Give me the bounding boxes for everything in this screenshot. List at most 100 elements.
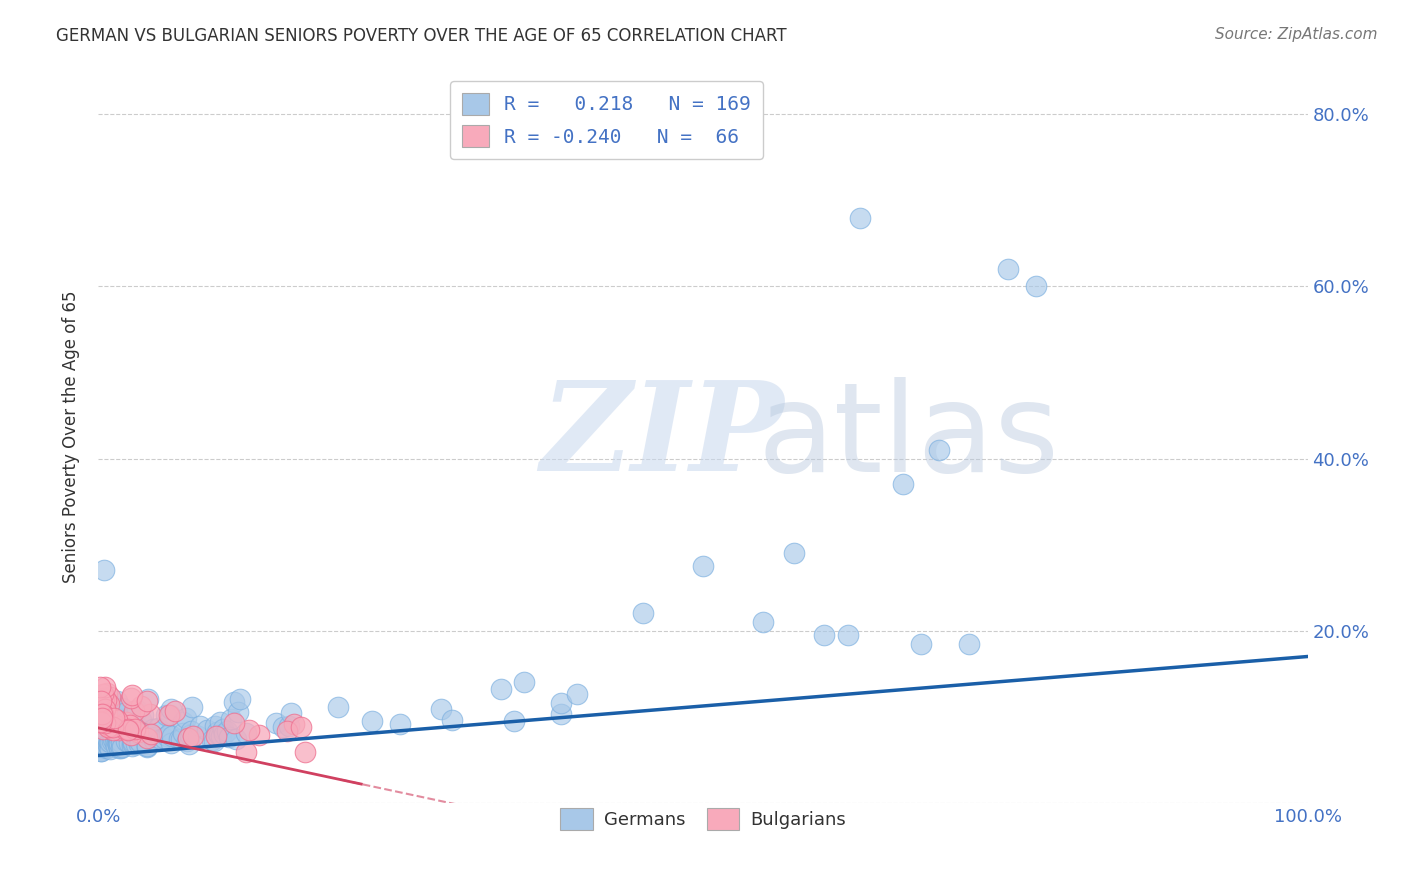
- Point: [928, 442, 950, 457]
- Point: [97, 720, 120, 734]
- Point: [107, 718, 129, 732]
- Point: [181, 699, 204, 714]
- Point: [98, 734, 121, 748]
- Point: [121, 736, 143, 750]
- Point: [112, 706, 135, 720]
- Point: [283, 717, 305, 731]
- Point: [100, 721, 122, 735]
- Point: [204, 719, 226, 733]
- Point: [90, 702, 112, 716]
- Point: [1024, 279, 1046, 293]
- Point: [118, 735, 141, 749]
- Point: [389, 716, 412, 731]
- Point: [101, 727, 124, 741]
- Point: [128, 722, 150, 736]
- Point: [103, 711, 125, 725]
- Point: [93, 713, 115, 727]
- Point: [91, 687, 114, 701]
- Point: [91, 706, 114, 721]
- Legend: Germans, Bulgarians: Germans, Bulgarians: [553, 801, 853, 838]
- Point: [271, 720, 294, 734]
- Point: [105, 713, 128, 727]
- Point: [238, 723, 260, 738]
- Point: [108, 723, 131, 737]
- Point: [93, 732, 115, 747]
- Point: [145, 730, 167, 744]
- Point: [122, 734, 145, 748]
- Point: [430, 702, 453, 716]
- Point: [91, 731, 114, 745]
- Point: [169, 732, 191, 747]
- Point: [114, 734, 136, 748]
- Point: [89, 707, 111, 722]
- Point: [97, 720, 120, 734]
- Point: [100, 734, 122, 748]
- Point: [108, 737, 131, 751]
- Point: [174, 711, 197, 725]
- Point: [101, 720, 124, 734]
- Point: [105, 731, 128, 745]
- Point: [91, 722, 114, 736]
- Point: [222, 716, 245, 731]
- Point: [97, 738, 120, 752]
- Point: [104, 712, 127, 726]
- Point: [91, 740, 114, 755]
- Point: [107, 737, 129, 751]
- Point: [208, 714, 231, 729]
- Text: Source: ZipAtlas.com: Source: ZipAtlas.com: [1215, 27, 1378, 42]
- Point: [107, 731, 129, 746]
- Point: [104, 736, 127, 750]
- Point: [115, 723, 138, 737]
- Point: [89, 699, 111, 714]
- Point: [910, 637, 932, 651]
- Point: [181, 729, 204, 743]
- Point: [93, 714, 115, 729]
- Point: [155, 708, 177, 723]
- Point: [125, 727, 148, 741]
- Point: [631, 607, 654, 621]
- Point: [90, 711, 112, 725]
- Point: [125, 722, 148, 736]
- Point: [96, 740, 118, 755]
- Point: [150, 731, 173, 746]
- Point: [98, 718, 121, 732]
- Point: [159, 708, 181, 723]
- Point: [290, 720, 312, 734]
- Point: [89, 710, 111, 724]
- Point: [157, 727, 180, 741]
- Point: [849, 211, 872, 225]
- Point: [247, 728, 270, 742]
- Point: [211, 722, 233, 736]
- Point: [101, 707, 124, 722]
- Point: [202, 734, 225, 748]
- Point: [100, 694, 122, 708]
- Point: [108, 736, 131, 750]
- Point: [107, 694, 129, 708]
- Point: [782, 546, 804, 560]
- Point: [90, 693, 112, 707]
- Point: [96, 731, 118, 746]
- Point: [98, 712, 121, 726]
- Point: [93, 691, 115, 706]
- Point: [132, 729, 155, 743]
- Point: [180, 723, 202, 738]
- Point: [176, 731, 198, 746]
- Point: [187, 729, 209, 743]
- Point: [110, 717, 132, 731]
- Point: [94, 712, 117, 726]
- Point: [440, 713, 463, 727]
- Point: [89, 734, 111, 748]
- Point: [114, 723, 136, 737]
- Text: atlas: atlas: [758, 376, 1060, 498]
- Point: [276, 723, 298, 738]
- Point: [98, 699, 121, 714]
- Point: [90, 744, 112, 758]
- Point: [129, 713, 152, 727]
- Point: [120, 718, 142, 732]
- Point: [101, 731, 124, 746]
- Point: [218, 731, 240, 745]
- Point: [160, 729, 183, 743]
- Point: [172, 715, 194, 730]
- Point: [97, 708, 120, 723]
- Point: [361, 714, 384, 728]
